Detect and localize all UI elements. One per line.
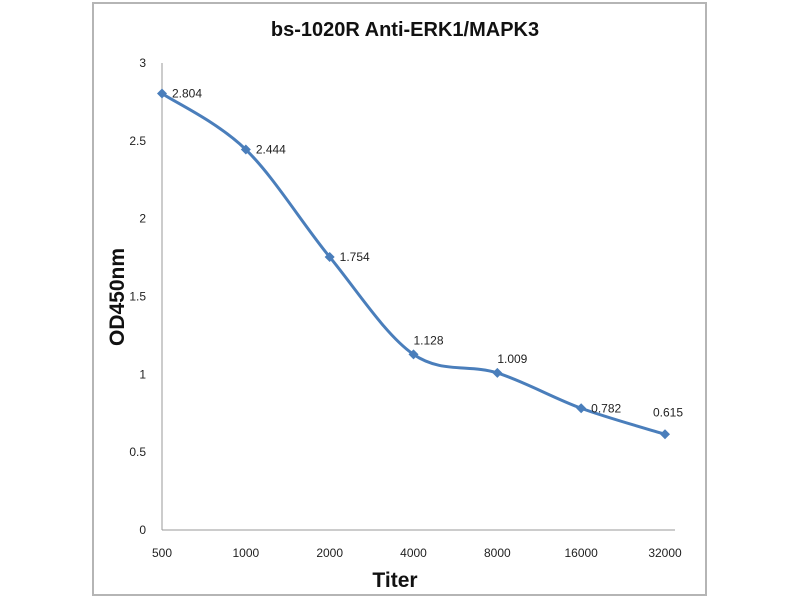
y-tick-label: 2.5: [129, 134, 146, 148]
data-point-marker: [492, 367, 503, 378]
data-point-marker: [240, 144, 251, 155]
data-point-marker: [408, 349, 419, 360]
y-tick-label: 3: [139, 56, 146, 70]
x-tick-label: 2000: [316, 546, 343, 560]
data-label: 2.444: [256, 143, 286, 157]
data-point-marker: [324, 251, 335, 262]
data-label: 0.782: [591, 401, 621, 415]
x-tick-label: 500: [152, 546, 172, 560]
y-tick-label: 1.5: [129, 290, 146, 304]
data-point-marker: [660, 429, 670, 440]
y-tick-label: 1: [139, 367, 146, 381]
data-label: 1.009: [497, 352, 527, 366]
chart-title: bs-1020R Anti-ERK1/MAPK3: [271, 19, 539, 41]
data-label: 1.128: [414, 333, 444, 347]
y-tick-label: 0: [139, 523, 146, 537]
x-tick-label: 4000: [400, 546, 427, 560]
x-tick-label: 8000: [484, 546, 511, 560]
y-axis-title: OD450nm: [106, 248, 129, 346]
x-tick-label: 16000: [564, 546, 598, 560]
data-label: 0.615: [653, 405, 683, 419]
data-label: 2.804: [172, 87, 202, 101]
chart-frame: [92, 2, 707, 596]
y-tick-label: 2: [139, 212, 146, 226]
data-label: 1.754: [340, 250, 370, 264]
x-tick-label: 1000: [232, 546, 259, 560]
data-point-marker: [576, 403, 587, 414]
x-axis-title: Titer: [372, 569, 417, 592]
x-tick-label: 32000: [648, 546, 682, 560]
data-point-marker: [157, 88, 167, 99]
series-line: [161, 92, 666, 436]
y-tick-label: 0.5: [129, 445, 146, 459]
